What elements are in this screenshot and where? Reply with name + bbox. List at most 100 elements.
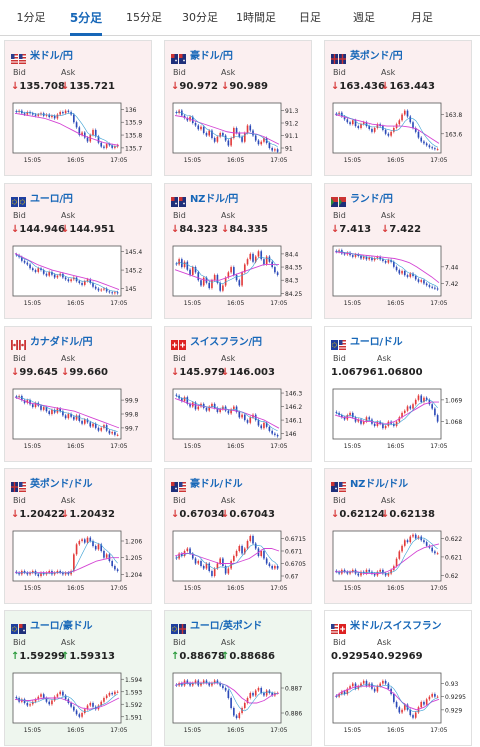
candlestick-chart[interactable]: 7.44 7.42 15:05 16:05 17:05 [331, 244, 467, 310]
candle-body [111, 693, 113, 695]
candle-body [230, 267, 232, 273]
candle-body [382, 259, 384, 261]
candle-body [249, 125, 252, 131]
candlestick-chart[interactable]: 146.3 146.2 146.1 146 15:05 16:05 17:05 [171, 387, 307, 453]
candle-body [274, 566, 276, 569]
ask-value: 144.951 [69, 224, 115, 235]
candlestick-chart[interactable]: 1.069 1.068 15:05 16:05 17:05 [331, 387, 467, 453]
currency-card[interactable]: 米ドル/スイスフラン Bid Ask 0.92954 0.92969 0.93 0… [324, 610, 472, 746]
ask-label: Ask [221, 354, 236, 363]
candle-body [403, 540, 406, 546]
currency-pair-link[interactable]: NZドル/円 [190, 193, 239, 205]
tab-weekly[interactable]: 週足 [353, 11, 375, 24]
candle-body [379, 421, 381, 424]
currency-card[interactable]: NZドル/円 Bid Ask ↓84.323 ↓84.335 84.4 84.35… [164, 183, 312, 319]
moving-average-line [174, 115, 280, 145]
candle-body [53, 409, 56, 413]
candlestick-chart[interactable]: 0.6715 0.671 0.6705 0.67 15:05 16:05 17:05 [171, 529, 307, 595]
candle-body [393, 694, 395, 702]
candle-body [29, 400, 31, 405]
y-tick-label: 1.204 [125, 572, 142, 579]
currency-card[interactable]: NZドル/ドル Bid Ask ↓0.62124 ↓0.62138 0.622 0… [324, 468, 472, 604]
currency-card[interactable]: 英ポンド/円 Bid Ask ↓163.436 ↓163.443 163.8 16… [324, 40, 472, 176]
candle-body [108, 144, 111, 146]
currency-card[interactable]: ユーロ/英ポンド Bid Ask ↑0.88678 ↑0.88686 0.887… [164, 610, 312, 746]
currency-card[interactable]: カナダドル/円 Bid Ask ↓99.645 ↓99.660 99.9 99.8… [4, 326, 152, 462]
moving-average-line [334, 685, 440, 711]
candlestick-chart[interactable]: 163.8 163.6 15:05 16:05 17:05 [331, 101, 467, 167]
candlestick-chart[interactable]: 0.622 0.621 0.62 15:05 16:05 17:05 [331, 529, 467, 595]
y-tick-label: 1.205 [125, 555, 142, 562]
candlestick-chart[interactable]: 84.4 84.35 84.3 84.25 15:05 16:05 17:05 [171, 244, 307, 310]
candle-body [186, 548, 189, 551]
candle-body [51, 115, 53, 118]
currency-pair-link[interactable]: 米ドル/円 [30, 50, 73, 62]
currency-pair-link[interactable]: ユーロ/英ポンド [190, 620, 263, 632]
tab-monthly[interactable]: 月足 [411, 11, 433, 24]
currency-pair-link[interactable]: 豪ドル/ドル [190, 478, 243, 490]
currency-pair-link[interactable]: ランド/円 [350, 193, 393, 205]
tab-5min[interactable]: 5分足 [60, 0, 112, 36]
ask-value: 0.62138 [389, 509, 435, 520]
candle-body [31, 571, 34, 573]
candle-body [227, 140, 230, 146]
candlestick-chart[interactable]: 0.887 0.886 15:05 16:05 17:05 [171, 671, 307, 737]
ask-value: 99.660 [69, 367, 108, 378]
candlestick-chart[interactable]: 0.93 0.9295 0.929 15:05 16:05 17:05 [331, 671, 467, 737]
candlestick-chart[interactable]: 1.206 1.205 1.204 15:05 16:05 17:05 [11, 529, 147, 595]
candle-body [216, 563, 219, 569]
currency-pair-link[interactable]: カナダドル/円 [30, 336, 93, 348]
candlestick-chart[interactable]: 99.9 99.8 99.7 15:05 16:05 17:05 [11, 387, 147, 453]
candle-body [246, 420, 249, 423]
candle-body [401, 709, 403, 713]
candle-body [401, 412, 403, 418]
currency-pair-link[interactable]: 英ポンド/ドル [30, 478, 93, 490]
currency-card[interactable]: 米ドル/円 Bid Ask ↓135.708 ↓135.721 136 135.9… [4, 40, 152, 176]
candle-body [406, 110, 409, 117]
candle-body [243, 133, 246, 142]
currency-pair-link[interactable]: ユーロ/円 [30, 193, 73, 205]
currency-pair-link[interactable]: ユーロ/豪ドル [30, 620, 93, 632]
x-tick-label: 16:05 [227, 585, 244, 592]
candle-body [34, 270, 37, 272]
candlestick-chart[interactable]: 136 135.9 135.8 135.7 15:05 16:05 17:05 [11, 101, 147, 167]
currency-pair-link[interactable]: 英ポンド/円 [350, 50, 403, 62]
tab-30min[interactable]: 30分足 [182, 11, 218, 24]
tab-daily[interactable]: 日足 [299, 11, 321, 24]
ask-label: Ask [381, 68, 396, 77]
candle-body [263, 693, 265, 696]
candle-body [48, 411, 51, 414]
candle-body [29, 572, 31, 575]
candlestick-chart[interactable]: 1.594 1.593 1.592 1.591 15:05 16:05 17:05 [11, 671, 147, 737]
candlestick-chart[interactable]: 91.3 91.2 91.1 91 15:05 16:05 17:05 [171, 101, 307, 167]
tab-1hour[interactable]: 1時間足 [236, 11, 276, 24]
candle-body [62, 273, 64, 278]
candle-body [343, 417, 346, 420]
currency-pair-link[interactable]: ユーロ/ドル [350, 336, 403, 348]
flag-gb-us-icon [11, 477, 26, 492]
currency-card[interactable]: 豪ドル/ドル Bid Ask ↓0.67034 ↓0.67043 0.6715 0… [164, 468, 312, 604]
currency-pair-link[interactable]: 豪ドル/円 [190, 50, 233, 62]
candle-body [257, 140, 260, 145]
currency-card[interactable]: ユーロ/豪ドル Bid Ask ↑1.59299 ↑1.59313 1.594 1… [4, 610, 152, 746]
candle-body [409, 709, 412, 716]
currency-pair-link[interactable]: 米ドル/スイスフラン [350, 620, 442, 632]
candle-body [249, 536, 252, 541]
currency-card[interactable]: ユーロ/円 Bid Ask ↓144.946 ↓144.951 145.4 145… [4, 183, 152, 319]
currency-pair-link[interactable]: スイスフラン/円 [190, 336, 262, 348]
candle-body [94, 129, 97, 137]
currency-card[interactable]: 豪ドル/円 Bid Ask ↓90.972 ↓90.989 91.3 91.2 91… [164, 40, 312, 176]
candle-body [423, 280, 425, 284]
currency-card[interactable]: ユーロ/ドル Bid Ask 1.06796 1.06800 1.069 1.06… [324, 326, 472, 462]
short-average-line [16, 540, 118, 574]
candle-body [230, 561, 232, 569]
candle-body [425, 699, 428, 705]
candle-body [26, 111, 29, 115]
currency-card[interactable]: 英ポンド/ドル Bid Ask ↓1.20422 ↓1.20432 1.206 1… [4, 468, 152, 604]
tab-15min[interactable]: 15分足 [126, 11, 162, 24]
currency-card[interactable]: ランド/円 Bid Ask ↓7.413 ↓7.422 7.44 7.42 15:0… [324, 183, 472, 319]
currency-pair-link[interactable]: NZドル/ドル [350, 478, 408, 490]
tab-1min[interactable]: 1分足 [16, 11, 46, 24]
currency-card[interactable]: スイスフラン/円 Bid Ask ↓145.979 ↓146.003 146.3… [164, 326, 312, 462]
candlestick-chart[interactable]: 145.4 145.2 145 15:05 16:05 17:05 [11, 244, 147, 310]
